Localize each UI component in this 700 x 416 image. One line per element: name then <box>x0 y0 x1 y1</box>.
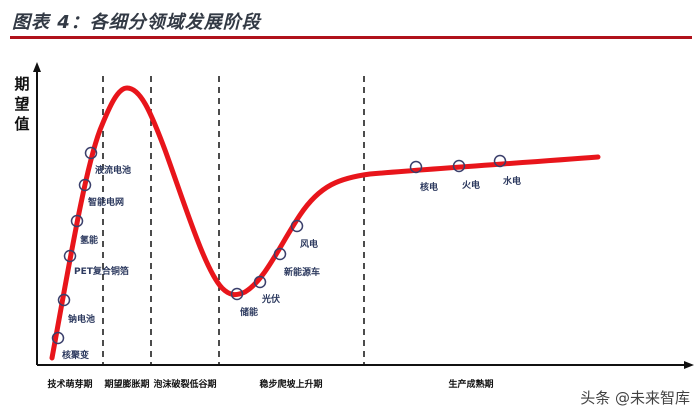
point-label: 水电 <box>503 175 521 187</box>
point-marker <box>409 160 423 174</box>
point-label: 风电 <box>300 238 318 250</box>
figure-title: 图表 4：各细分领域发展阶段 <box>12 12 261 33</box>
point-marker <box>452 159 466 173</box>
watermark: 头条 @未来智库 <box>580 389 690 407</box>
hype-curve <box>49 85 601 361</box>
x-axis-arrow <box>684 361 694 369</box>
point-label: 智能电网 <box>88 196 124 208</box>
point-marker <box>51 331 65 345</box>
point-label: 光伏 <box>261 293 280 305</box>
stage-label: 期望膨胀期 <box>104 378 149 390</box>
point-marker <box>493 154 507 168</box>
point-marker <box>63 249 77 263</box>
point-marker <box>57 293 71 307</box>
stage-label: 稳步爬坡上升期 <box>259 378 322 390</box>
point-marker <box>253 275 267 289</box>
point-label: 液流电池 <box>95 164 131 176</box>
point-marker <box>230 287 244 301</box>
point-label: 储能 <box>240 306 258 318</box>
point-label: PET复合铜箔 <box>74 265 129 277</box>
point-label: 新能源车 <box>284 266 320 278</box>
point-marker <box>84 146 98 160</box>
point-marker <box>78 178 92 192</box>
point-marker <box>70 214 84 228</box>
stage-label: 生产成熟期 <box>448 378 493 390</box>
title-divider <box>10 36 692 39</box>
y-axis-label: 期望值 <box>14 75 30 133</box>
stage-label: 技术萌芽期 <box>47 378 92 390</box>
point-label: 核聚变 <box>62 349 89 361</box>
point-label: 氢能 <box>80 234 98 246</box>
point-marker <box>290 219 304 233</box>
point-label: 火电 <box>462 179 480 191</box>
stage-label: 泡沫破裂低谷期 <box>153 378 216 390</box>
point-label: 核电 <box>420 181 438 193</box>
y-axis-arrow <box>33 62 41 72</box>
point-label: 钠电池 <box>68 313 95 325</box>
point-marker <box>273 247 287 261</box>
